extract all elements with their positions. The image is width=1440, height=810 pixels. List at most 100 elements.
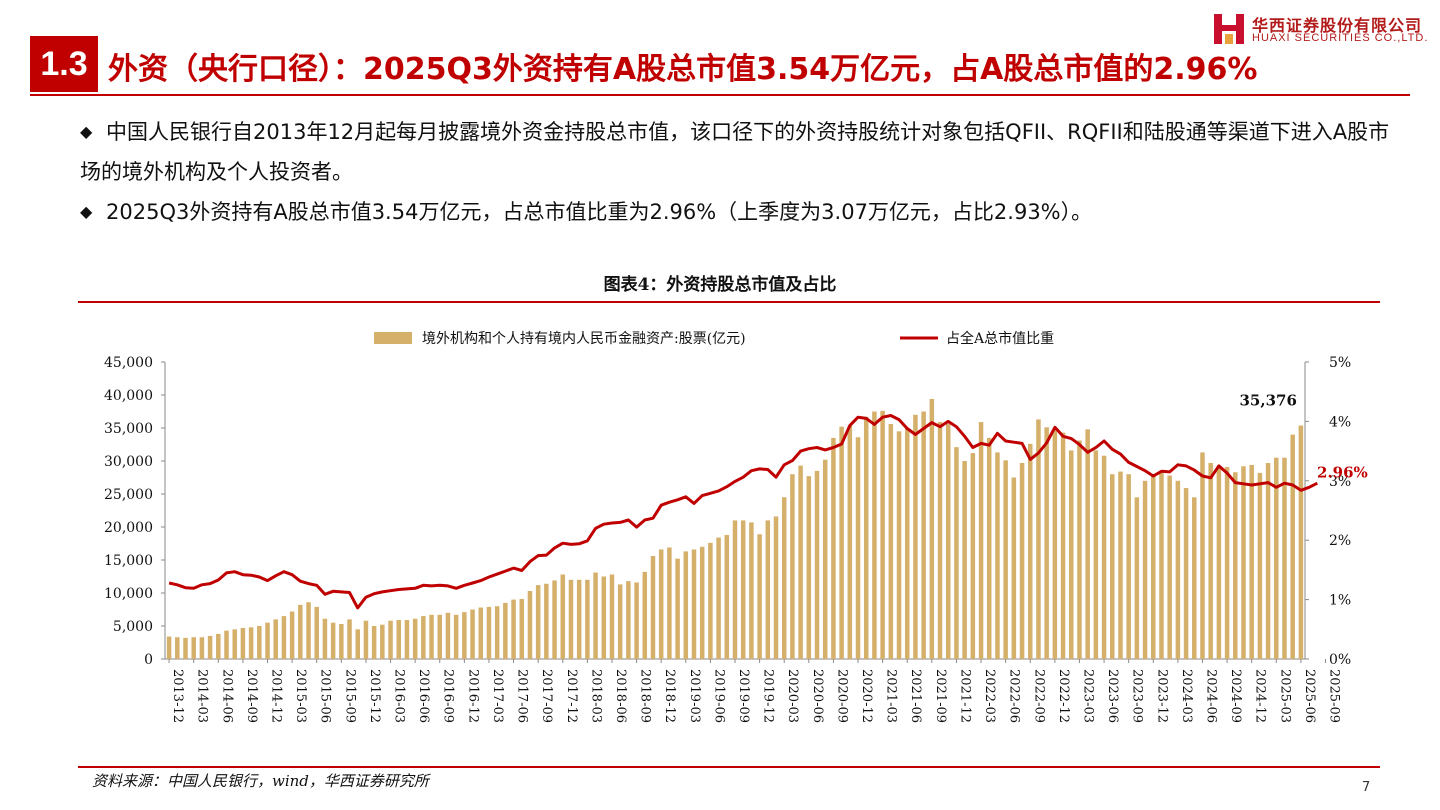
- bar: [1183, 488, 1189, 659]
- x-tick-label: 2022-09: [1031, 669, 1046, 723]
- bar: [240, 627, 246, 659]
- bar: [289, 611, 295, 659]
- bar: [232, 629, 237, 659]
- bullet-text: 2025Q3外资持有A股总市值3.54万亿元，占总市值比重为2.96%（上季度为…: [106, 200, 1093, 224]
- y-left-tick-label: 45,000: [104, 355, 153, 371]
- bar: [1274, 457, 1279, 659]
- bar: [462, 612, 467, 659]
- bullet-item: ◆ 中国人民银行自2013年12月起每月披露境外资金持股总市值，该口径下的外资持股…: [80, 112, 1410, 192]
- bar: [1282, 457, 1287, 659]
- bar: [1077, 440, 1082, 659]
- x-tick-label: 2019-03: [687, 669, 702, 723]
- bar: [937, 422, 943, 659]
- x-tick-label: 2024-03: [1179, 669, 1194, 723]
- x-tick-label: 2015-06: [318, 669, 333, 723]
- bar: [724, 534, 730, 659]
- x-tick-label: 2021-09: [933, 669, 948, 723]
- bar: [322, 618, 328, 659]
- source-note: 资料来源：中国人民银行，wind，华西证券研究所: [92, 772, 429, 790]
- bar: [781, 497, 787, 659]
- x-tick-label: 2022-03: [982, 669, 997, 723]
- bar: [175, 637, 180, 659]
- bar: [355, 629, 360, 659]
- bar: [773, 516, 779, 659]
- x-tick-label: 2016-03: [392, 669, 407, 723]
- x-tick-label: 2024-12: [1253, 669, 1268, 723]
- bar: [642, 571, 648, 659]
- y-left-tick-label: 5,000: [113, 619, 153, 635]
- x-tick-label: 2018-06: [613, 669, 628, 723]
- bar: [1027, 443, 1033, 659]
- bar: [1241, 466, 1246, 659]
- bar: [568, 579, 574, 659]
- bar: [494, 606, 500, 659]
- bar: [1003, 460, 1008, 659]
- x-tick-label: 2016-09: [441, 669, 456, 723]
- bar: [1142, 480, 1148, 659]
- diamond-bullet-icon: ◆: [80, 202, 93, 221]
- bar: [429, 614, 434, 659]
- bar: [740, 520, 746, 659]
- x-tick-label: 2015-12: [367, 669, 382, 723]
- bar: [650, 556, 656, 659]
- bar: [1110, 474, 1115, 659]
- bar: [978, 422, 984, 659]
- bar: [552, 580, 557, 659]
- bar: [626, 581, 631, 659]
- bar: [675, 558, 680, 659]
- bar: [388, 620, 393, 659]
- bullet-item: ◆ 2025Q3外资持有A股总市值3.54万亿元，占总市值比重为2.96%（上季度…: [80, 192, 1410, 232]
- bar: [248, 627, 254, 659]
- bar: [1290, 434, 1295, 659]
- bar: [904, 428, 910, 659]
- y-left-tick-label: 40,000: [104, 388, 153, 404]
- x-tick-label: 2017-03: [490, 669, 505, 723]
- bar: [1060, 432, 1066, 659]
- y-left-tick-label: 15,000: [104, 553, 153, 569]
- bar: [945, 424, 951, 659]
- bar: [1118, 471, 1123, 659]
- x-tick-label: 2020-12: [859, 669, 874, 723]
- bar: [617, 584, 623, 659]
- bar: [363, 620, 369, 659]
- bar: [847, 426, 853, 659]
- company-logo: 华西证券股份有限公司 HUAXI SECURITIES CO.,LTD.: [1214, 12, 1430, 48]
- bar: [421, 616, 426, 659]
- bar: [396, 620, 401, 659]
- bar: [708, 542, 713, 659]
- x-tick-label: 2022-06: [1007, 669, 1022, 723]
- y-left-tick-label: 25,000: [104, 487, 153, 503]
- bar: [1126, 474, 1131, 659]
- bar: [814, 470, 820, 659]
- bar: [199, 637, 205, 659]
- bar: [183, 637, 188, 659]
- bar: [1208, 462, 1213, 659]
- bar: [732, 520, 738, 659]
- bar: [888, 424, 894, 659]
- bar: [658, 549, 664, 659]
- bar: [445, 612, 451, 659]
- bar: [1151, 475, 1156, 659]
- x-tick-label: 2021-03: [884, 669, 899, 723]
- x-tick-label: 2018-09: [638, 669, 653, 723]
- x-tick-label: 2020-03: [785, 669, 800, 723]
- bar: [822, 459, 828, 659]
- bar: [593, 572, 598, 659]
- huaxi-logo-icon: [1214, 14, 1244, 44]
- y-right-tick-label: 0%: [1329, 652, 1351, 668]
- x-tick-label: 2016-06: [416, 669, 431, 723]
- line-last-value-label: 2.96%: [1317, 463, 1368, 481]
- bar: [831, 437, 836, 659]
- bar: [1216, 465, 1222, 659]
- bar: [1011, 477, 1017, 659]
- bar: [560, 574, 566, 659]
- y-left-tick-label: 30,000: [104, 454, 153, 470]
- bar: [1224, 466, 1230, 659]
- section-number: 1.3: [30, 36, 98, 92]
- bar: [970, 453, 976, 659]
- x-tick-label: 2014-03: [195, 669, 210, 723]
- bar: [453, 614, 459, 659]
- y-right-tick-label: 1%: [1329, 593, 1351, 609]
- x-tick-label: 2017-09: [539, 669, 554, 723]
- bar: [412, 618, 418, 659]
